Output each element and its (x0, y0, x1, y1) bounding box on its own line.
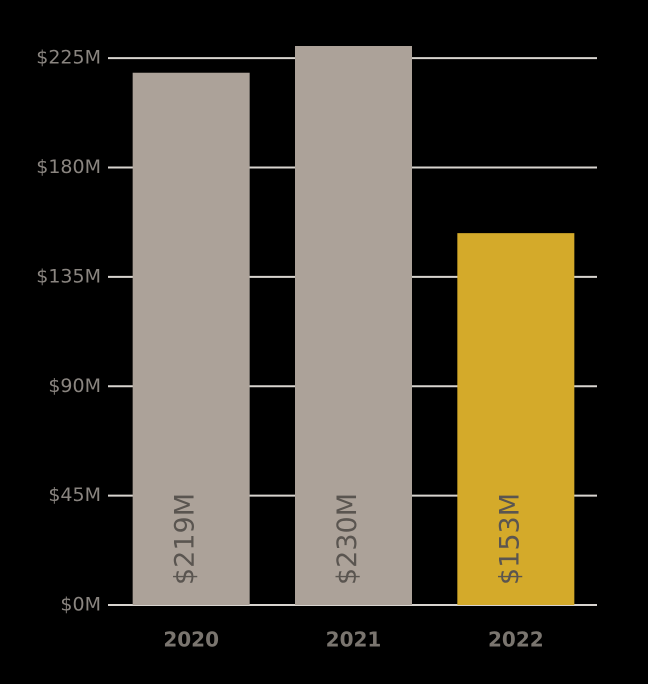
y-tick-label: $135M (36, 265, 101, 287)
y-tick-label: $45M (48, 484, 101, 506)
bar (132, 72, 250, 605)
y-tick-label: $225M (36, 47, 101, 69)
value-label: $230M (332, 493, 363, 585)
y-tick-label: $0M (60, 594, 101, 616)
bar (457, 233, 575, 605)
x-tick-label: 2021 (326, 628, 382, 652)
y-tick-label: $90M (48, 375, 101, 397)
x-tick-label: 2022 (488, 628, 544, 652)
y-tick-label: $180M (36, 156, 101, 178)
bar (295, 46, 412, 605)
x-tick-label: 2020 (163, 628, 219, 652)
value-label: $153M (494, 493, 525, 585)
value-label: $219M (170, 493, 201, 585)
